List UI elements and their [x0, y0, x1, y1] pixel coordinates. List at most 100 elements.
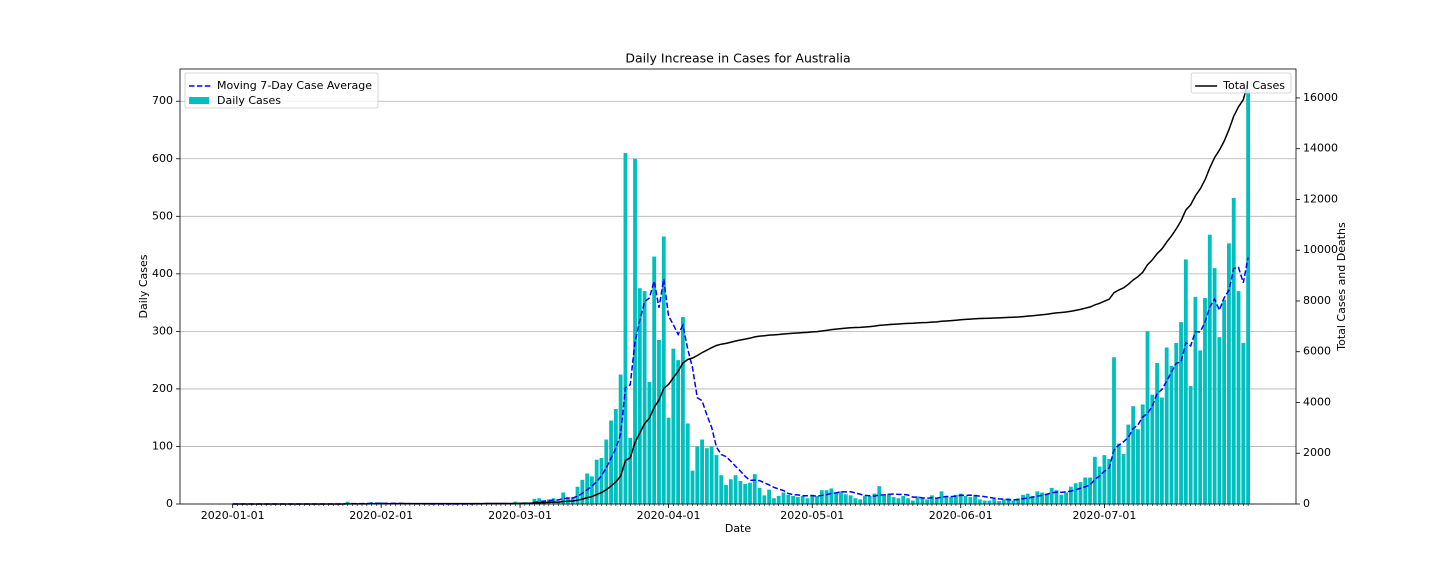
bar	[652, 256, 657, 504]
x-tick-label: 2020-05-01	[780, 509, 844, 522]
plot-frame	[179, 68, 1297, 505]
bar	[580, 479, 585, 504]
bar	[642, 291, 647, 504]
bar	[772, 498, 776, 504]
bar	[920, 498, 925, 504]
bar	[1164, 347, 1169, 504]
bar	[1097, 466, 1102, 504]
bar	[987, 500, 992, 504]
bar	[997, 501, 1001, 504]
bar	[1078, 482, 1083, 504]
bar	[781, 492, 786, 504]
bar	[1241, 342, 1246, 504]
bar	[695, 446, 700, 504]
legend: Total Cases	[1190, 72, 1292, 94]
bar	[609, 420, 613, 504]
bar	[1126, 424, 1131, 504]
y-tick-label: 500	[152, 209, 173, 222]
bar	[1059, 494, 1064, 504]
bar	[681, 316, 685, 504]
bar	[896, 498, 901, 504]
bar	[719, 475, 724, 504]
y2-tick-label: 10000	[1303, 243, 1338, 256]
x-tick-label: 2020-06-01	[929, 509, 993, 522]
y-tick-label: 600	[152, 152, 173, 165]
bar	[815, 495, 819, 504]
bar	[1073, 483, 1078, 504]
legend-label: Total Cases	[1222, 79, 1285, 92]
legend-label: Moving 7-Day Case Average	[217, 79, 372, 92]
bar	[853, 498, 858, 504]
bar	[1006, 498, 1011, 504]
x-tick-label: 2020-03-01	[488, 509, 552, 522]
bar	[1145, 331, 1150, 504]
x-tick-label: 2020-02-01	[349, 509, 413, 522]
bar	[714, 455, 719, 504]
bar	[944, 495, 949, 504]
bar	[1068, 486, 1073, 504]
bar	[594, 459, 599, 504]
bar	[977, 499, 982, 504]
bar	[704, 448, 709, 504]
bar	[1183, 259, 1188, 504]
bar	[906, 498, 910, 504]
y-tick-label: 700	[152, 94, 173, 107]
y2-tick-label: 16000	[1303, 91, 1338, 104]
x-axis-label: Date	[725, 522, 752, 535]
legend: Moving 7-Day Case Average Daily Cases	[184, 72, 379, 109]
bar	[666, 417, 671, 504]
bar	[1136, 429, 1140, 504]
y2-tick-label: 12000	[1303, 192, 1338, 205]
bar	[647, 382, 652, 504]
y2-axis-label: Total Cases and Deaths	[1335, 222, 1348, 352]
bar	[863, 495, 867, 504]
chart-title: Daily Increase in Cases for Australia	[625, 51, 850, 66]
bar	[613, 409, 618, 504]
y2-tick-label: 4000	[1303, 395, 1331, 408]
bar	[839, 491, 843, 504]
bar	[930, 495, 934, 504]
bar	[575, 486, 580, 504]
bar	[939, 491, 944, 504]
bar	[1045, 493, 1049, 504]
legend-box	[1190, 72, 1292, 94]
bar	[532, 498, 537, 504]
bar	[1179, 322, 1183, 504]
bar	[1102, 455, 1107, 504]
bar	[1150, 394, 1155, 504]
bar	[915, 496, 920, 504]
bar	[963, 495, 968, 504]
bar	[829, 488, 834, 504]
bar	[1155, 363, 1160, 504]
bar	[551, 498, 556, 504]
bar	[1140, 404, 1145, 504]
bar	[1212, 268, 1217, 504]
bar	[1231, 197, 1236, 504]
bar	[1174, 342, 1179, 504]
bar	[671, 348, 676, 504]
bar	[848, 495, 853, 504]
bar	[537, 498, 542, 504]
bar	[819, 490, 824, 504]
y-axis-label: Daily Cases	[137, 254, 150, 318]
bar	[604, 439, 609, 504]
bar	[1203, 298, 1207, 504]
bar	[738, 480, 743, 504]
bar	[1169, 365, 1174, 504]
bar	[791, 495, 795, 504]
bar	[992, 498, 997, 504]
bar	[752, 474, 757, 504]
bar	[690, 470, 695, 504]
bar	[776, 495, 781, 504]
bar	[728, 479, 733, 504]
bar	[733, 475, 738, 504]
bar	[1030, 495, 1035, 504]
y2-tick-label: 0	[1303, 497, 1310, 510]
bar	[872, 493, 877, 504]
bar	[1054, 490, 1059, 504]
x-tick-label: 2020-01-01	[201, 509, 265, 522]
y2-tick-label: 2000	[1303, 446, 1331, 459]
y-tick-label: 200	[152, 382, 173, 395]
bar	[556, 501, 561, 504]
bar	[676, 360, 681, 504]
